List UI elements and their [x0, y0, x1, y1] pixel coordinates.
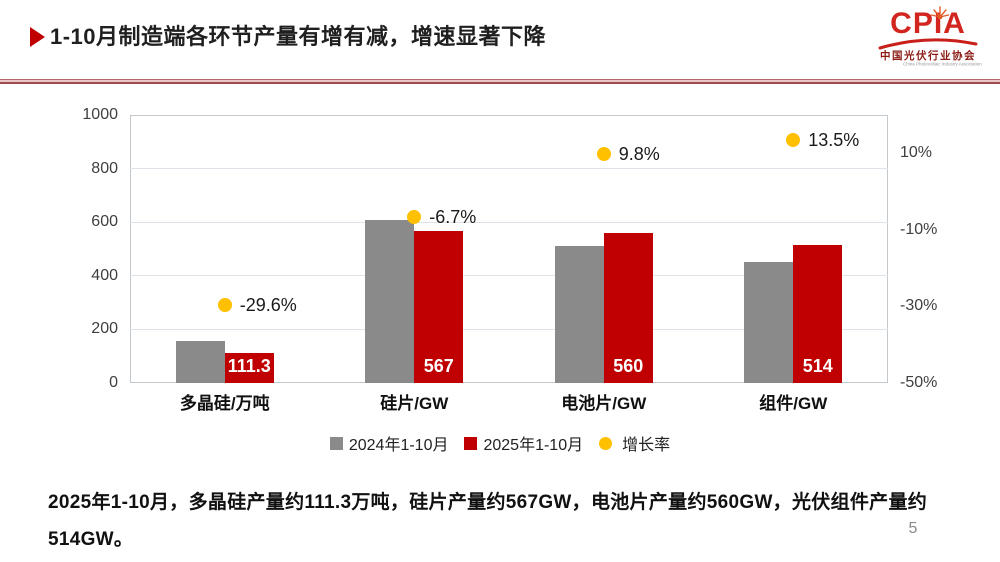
growth-dot [786, 132, 801, 147]
bar-2025 [224, 353, 274, 383]
category-label: 组件/GW [759, 394, 828, 413]
logo-name-cn: 中国光伏行业协会 [880, 50, 976, 62]
gridline [130, 275, 888, 277]
legend-swatch-2024 [329, 436, 343, 450]
right-axis-tick: -50% [900, 374, 938, 391]
left-axis-tick: 0 [109, 374, 118, 391]
bar-2024 [554, 246, 604, 383]
right-axis-tick: -10% [900, 220, 938, 238]
sun-icon [930, 6, 950, 19]
legend-swatch-2025 [464, 436, 478, 450]
category-label: 硅片/GW [380, 394, 449, 413]
left-axis-tick: 800 [91, 159, 118, 177]
legend-item-growth: 增长率 [599, 431, 670, 455]
header-divider [0, 79, 1000, 84]
gridline [130, 328, 888, 330]
bar-2024 [744, 261, 794, 383]
logo-arc-icon [878, 38, 978, 50]
chart-legend: 2024年1-10月 2025年1-10月 增长率 [0, 431, 1000, 455]
growth-value-label: -6.7% [429, 207, 477, 228]
bar-2025 [793, 245, 843, 383]
gridline [130, 168, 888, 170]
bar-2024 [175, 340, 225, 383]
right-axis-tick: -30% [900, 297, 938, 315]
legend-item-2025: 2025年1-10月 [464, 431, 583, 455]
plot-area [130, 115, 888, 383]
bar-value-label: 560 [613, 356, 644, 376]
growth-value-label: 9.8% [618, 144, 660, 165]
bar-value-label: 111.3 [227, 356, 271, 376]
bar-2025 [414, 231, 464, 383]
logo-acronym: CPIA [890, 7, 966, 40]
bar-2024 [365, 220, 415, 383]
gridline [130, 221, 888, 223]
left-axis-tick: 1000 [82, 106, 118, 123]
title-row: 1-10月制造端各环节产量有增有减，增速显著下降 [30, 22, 546, 52]
summary-text: 2025年1-10月，多晶硅产量约111.3万吨，硅片产量约567GW，电池片产… [48, 492, 928, 550]
left-axis-tick: 600 [91, 213, 118, 231]
legend-swatch-growth [599, 436, 613, 450]
growth-value-label: -29.6% [239, 294, 297, 315]
bar-2025 [603, 232, 653, 383]
growth-dot [217, 297, 232, 312]
bar-value-label: 514 [802, 356, 833, 376]
left-axis-tick: 400 [91, 266, 118, 284]
category-label: 多晶硅/万吨 [179, 394, 270, 413]
growth-dot [596, 147, 611, 162]
growth-value-label: 13.5% [808, 129, 860, 150]
legend-item-2024: 2024年1-10月 [329, 431, 449, 455]
logo-name-en: China Photovoltaic Industry Association [903, 61, 982, 67]
bar-value-label: 567 [423, 356, 454, 376]
page-number: 5 [908, 520, 918, 537]
title-bullet-icon [30, 27, 45, 47]
legend-label-2024: 2024年1-10月 [348, 437, 449, 454]
category-label: 电池片/GW [561, 394, 647, 413]
growth-dot [407, 210, 422, 225]
cpia-logo: CPIA 中国光伏行业协会 China Photovoltaic Industr… [878, 6, 982, 71]
page-title: 1-10月制造端各环节产量有增有减，增速显著下降 [50, 24, 547, 49]
left-axis-tick: 200 [91, 320, 118, 338]
legend-label-growth: 增长率 [622, 437, 671, 454]
legend-label-2025: 2025年1-10月 [483, 437, 584, 454]
right-axis-tick: 10% [900, 144, 933, 162]
